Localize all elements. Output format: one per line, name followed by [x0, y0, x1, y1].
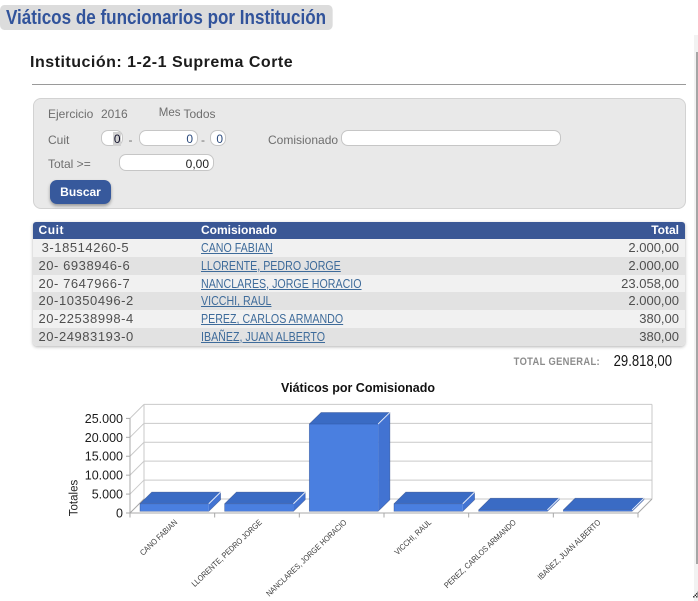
svg-text:Totales: Totales: [69, 480, 81, 517]
svg-text:PEREZ, CARLOS ARMANDO: PEREZ, CARLOS ARMANDO: [442, 518, 517, 590]
svg-text:NANCLARES, JORGE HORACIO: NANCLARES, JORGE HORACIO: [265, 518, 349, 598]
svg-text:0: 0: [116, 507, 123, 521]
svg-text:15.000: 15.000: [85, 450, 123, 464]
svg-text:5.000: 5.000: [92, 488, 123, 502]
svg-text:25.000: 25.000: [85, 412, 123, 426]
svg-text:IBAÑEZ, JUAN ALBERTO: IBAÑEZ, JUAN ALBERTO: [535, 517, 602, 582]
svg-text:CANO FABIAN: CANO FABIAN: [138, 518, 179, 558]
svg-text:VICCHI, RAUL: VICCHI, RAUL: [393, 518, 434, 557]
svg-text:20.000: 20.000: [85, 431, 123, 445]
svg-text:LLORENTE, PEDRO JORGE: LLORENTE, PEDRO JORGE: [190, 518, 264, 589]
svg-text:Viáticos por Comisionado: Viáticos por Comisionado: [281, 381, 435, 395]
svg-text:10.000: 10.000: [85, 469, 123, 483]
